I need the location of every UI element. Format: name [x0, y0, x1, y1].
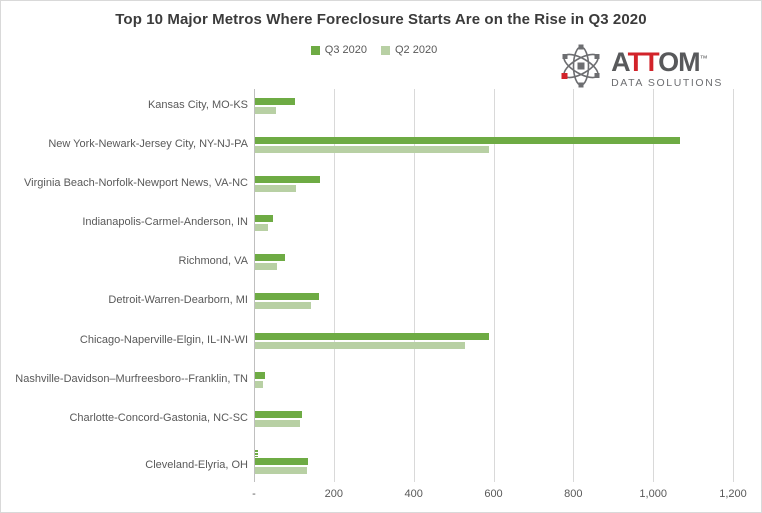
- bar-q2-2020: [255, 106, 277, 114]
- gridline: [413, 89, 415, 482]
- bar-group: [255, 176, 321, 194]
- legend-swatch-q2-icon: [381, 45, 390, 55]
- category-label: Chicago-Naperville-Elgin, IL-IN-WI: [79, 333, 248, 346]
- legend: Q3 2020 Q2 2020: [1, 44, 755, 56]
- bar-group: [255, 293, 319, 311]
- legend-item-q2-2020: Q2 2020: [381, 44, 437, 56]
- bar-q2-2020: [255, 419, 300, 427]
- category-label: Indianapolis-Carmel-Anderson, IN: [82, 216, 248, 229]
- bar-group: [255, 254, 285, 272]
- chart-title: Top 10 Major Metros Where Foreclosure St…: [115, 11, 647, 28]
- bar-q3-2020: [255, 136, 681, 144]
- attom-logo-text: ATTOM™ DATA SOLUTIONS: [611, 46, 723, 89]
- category-label: Detroit-Warren-Dearborn, MI: [108, 294, 248, 307]
- attom-wordmark: ATTOM™: [611, 46, 708, 77]
- x-tick-label: 1,200: [719, 488, 747, 500]
- attom-logo-subtitle: DATA SOLUTIONS: [611, 76, 723, 89]
- bar-q2-2020: [255, 263, 277, 271]
- gridline: [653, 89, 655, 482]
- bar-q3-2020: [255, 293, 319, 301]
- x-tick-label: -: [252, 488, 256, 500]
- bar-q3-2020: [255, 458, 308, 465]
- category-label: Nashville-Davidson–Murfreesboro--Frankli…: [15, 372, 248, 385]
- category-axis: Kansas City, MO-KS New York-Newark-Jersey…: [9, 89, 248, 482]
- bar-q2-2020: [255, 302, 311, 310]
- legend-swatch-q3-icon: [310, 45, 320, 55]
- bar-q3-2020: [255, 254, 285, 262]
- legend-item-q3-2020: Q3 2020: [310, 44, 367, 56]
- bar-group: [255, 136, 681, 155]
- legend-label-q2: Q2 2020: [395, 44, 438, 56]
- gridline: [333, 89, 335, 482]
- x-tick-label: 800: [564, 488, 583, 500]
- bar-q2-2020: [255, 341, 465, 349]
- bar-group: [255, 371, 265, 390]
- bar-group: [255, 97, 295, 116]
- bar-q3-2020: [255, 97, 295, 105]
- legend-label-q3: Q3 2020: [324, 44, 367, 56]
- gridline: [573, 89, 575, 482]
- attom-atom-icon: [558, 43, 604, 94]
- category-label: New York-Newark-Jersey City, NY-NJ-PA: [48, 137, 248, 150]
- value-axis: - 200 400 600 800 1,000 1,200: [252, 488, 754, 504]
- bar-q3-2020: [255, 371, 265, 379]
- x-tick-label: 1,000: [639, 488, 667, 500]
- bar-q2-2020: [255, 224, 268, 232]
- bar-q2-2020: [255, 380, 263, 388]
- bar-group: [255, 332, 489, 351]
- bar-q3-2020: [255, 410, 303, 418]
- category-label: Charlotte-Concord-Gastonia, NC-SC: [69, 411, 248, 424]
- bar-group: [255, 215, 273, 233]
- attom-logo: ATTOM™ DATA SOLUTIONS: [558, 43, 723, 94]
- bar-q2-2020: [255, 467, 307, 474]
- y-axis-line: [254, 89, 255, 482]
- x-tick-label: 200: [324, 488, 343, 500]
- bar-q3-2020: [255, 332, 489, 340]
- bar-q2-2020: [255, 185, 297, 192]
- plot-area: [254, 89, 746, 482]
- category-label: Cleveland-Elyria, OH: [145, 459, 248, 471]
- bar-group: [255, 410, 303, 429]
- x-tick-label: 600: [484, 488, 503, 500]
- artifact-sliver-bar: [255, 450, 258, 457]
- category-label: Kansas City, MO-KS: [147, 98, 248, 111]
- bar-group: [255, 450, 308, 476]
- gridline: [493, 89, 495, 482]
- x-tick-label: 400: [404, 488, 423, 500]
- bar-q3-2020: [255, 215, 273, 223]
- category-label: Richmond, VA: [178, 255, 249, 268]
- gridline: [733, 89, 734, 482]
- bar-q3-2020: [255, 176, 321, 183]
- bar-q2-2020: [255, 145, 490, 153]
- category-label: Virginia Beach-Norfolk-Newport News, VA-…: [24, 177, 248, 189]
- trademark-symbol: ™: [699, 53, 708, 63]
